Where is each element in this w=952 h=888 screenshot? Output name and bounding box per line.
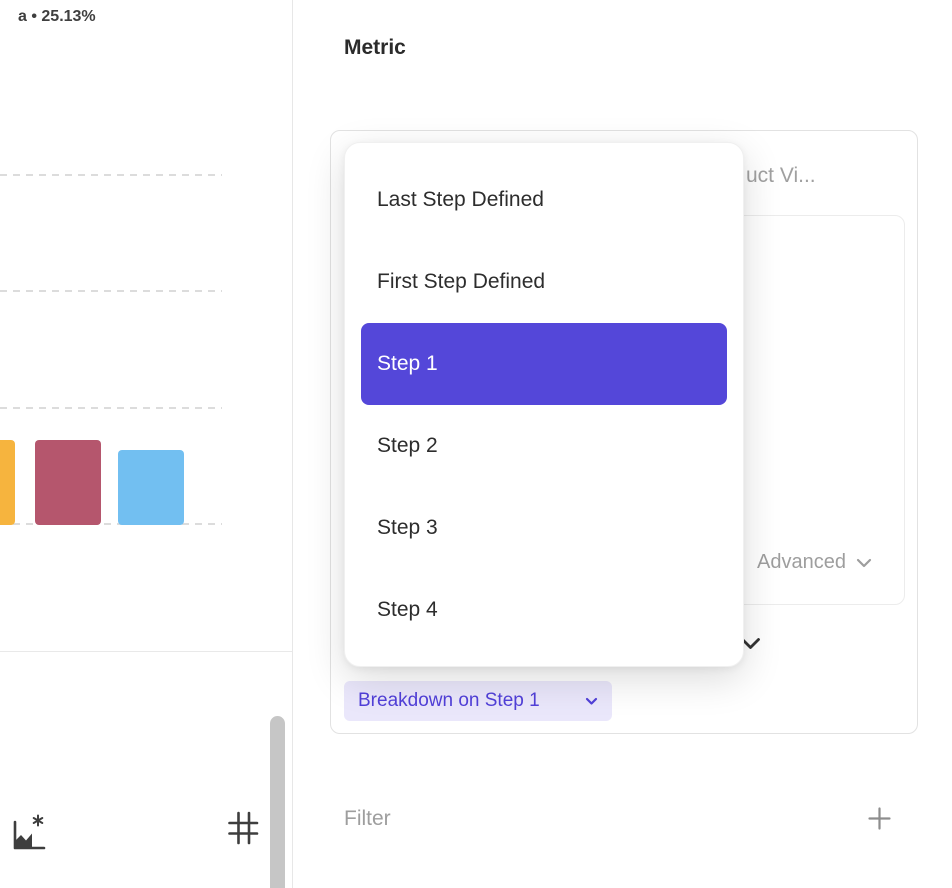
breakdown-label: Breakdown on Step 1 bbox=[358, 690, 540, 711]
add-filter-button[interactable] bbox=[867, 806, 892, 831]
filter-section: Filter bbox=[344, 806, 892, 831]
metric-section-title: Metric bbox=[344, 36, 406, 59]
gridline bbox=[0, 174, 222, 176]
dropdown-option-first-step-defined[interactable]: First Step Defined bbox=[377, 270, 546, 293]
collapse-chevron-icon[interactable] bbox=[740, 637, 761, 650]
chart-bar-blue[interactable] bbox=[118, 450, 184, 525]
advanced-label: Advanced bbox=[757, 551, 846, 573]
chevron-down-icon bbox=[585, 697, 598, 706]
gridline bbox=[0, 523, 222, 525]
filter-section-title: Filter bbox=[344, 806, 391, 830]
event-selector-label[interactable]: uct Vi... bbox=[746, 164, 816, 187]
chart-type-icon[interactable] bbox=[8, 812, 48, 859]
divider bbox=[0, 651, 292, 652]
gridline bbox=[0, 407, 222, 409]
chart-bar-maroon[interactable] bbox=[35, 440, 101, 525]
advanced-toggle[interactable]: Advanced bbox=[757, 551, 872, 574]
dropdown-option-step-1[interactable]: Step 1 bbox=[361, 323, 727, 405]
chevron-down-icon bbox=[856, 558, 872, 568]
dropdown-option-last-step-defined[interactable]: Last Step Defined bbox=[377, 188, 544, 211]
vertical-scrollbar[interactable] bbox=[270, 716, 285, 888]
dropdown-option-step-4[interactable]: Step 4 bbox=[377, 598, 438, 621]
chart-panel: a • 25.13% bbox=[0, 0, 293, 888]
grid-lines-icon[interactable] bbox=[226, 810, 260, 851]
breakdown-chip[interactable]: Breakdown on Step 1 bbox=[344, 681, 612, 721]
chart-legend-value: a • 25.13% bbox=[18, 8, 96, 25]
dropdown-option-step-2[interactable]: Step 2 bbox=[377, 434, 438, 457]
gridline bbox=[0, 290, 222, 292]
dropdown-option-step-3[interactable]: Step 3 bbox=[377, 516, 438, 539]
chart-bar-orange[interactable] bbox=[0, 440, 15, 525]
step-dropdown-menu: Last Step Defined First Step Defined Ste… bbox=[344, 142, 744, 667]
